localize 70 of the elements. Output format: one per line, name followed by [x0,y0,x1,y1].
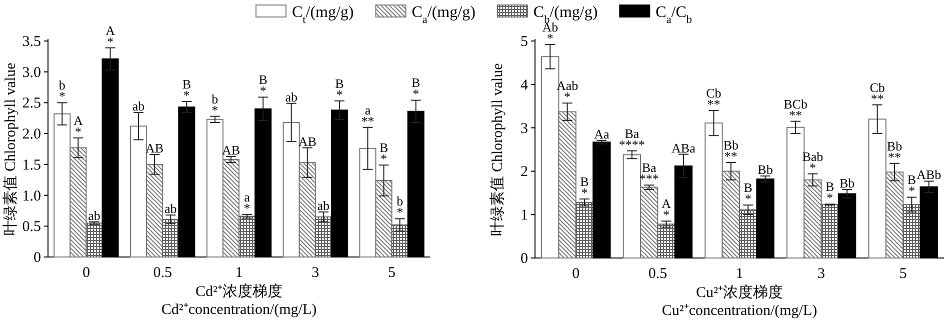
data-label: b * [396,194,404,220]
x-tick-label: 3 [818,266,826,282]
data-label: AB [298,134,317,149]
data-label: B * [907,172,916,198]
data-label: Aab * [556,78,578,104]
data-label: Aa [594,126,610,142]
x-tick-label: 0 [572,266,580,282]
data-label: Bb [839,175,855,190]
legend-label: C$_{a}$/C$_{b}$ [656,4,692,26]
data-label: Ba *** [639,160,659,186]
data-label: Ba **** [618,126,645,152]
y-tick-label: 0.5 [22,219,41,236]
x-tick-label: 5 [388,265,396,281]
y-axis-title: 叶绿素值 Chlorophyll value [489,62,506,236]
y-tick-label: 2.5 [22,96,41,112]
x-tick-label: 5 [899,266,907,282]
data-label: ABb [916,167,942,182]
data-label: B * [412,75,421,102]
data-label: ABa [672,140,696,156]
legend-label: C$_{t}$/(mg/g) [292,4,354,26]
y-tick-label: 1.0 [22,188,41,204]
y-tick-label: 3 [520,120,528,137]
x-tick-label: 3 [312,265,320,281]
data-label: B * [826,179,835,206]
data-label: B * [335,76,344,102]
data-label: ab [132,98,145,114]
data-label: ab [88,208,100,223]
data-label: ab [317,198,330,213]
x-axis-title: Cu²⁺浓度梯度 Cu²⁺concentration/(mg/L) [662,284,818,319]
data-label: b * [212,91,218,118]
y-tick-label: 4 [520,77,528,94]
data-label: B * [379,140,388,166]
data-label: ab [285,89,298,104]
data-label: AB [146,140,164,156]
x-tick-label: 1 [736,266,744,282]
y-tick-label: 2.0 [22,126,41,143]
x-tick-label: 0 [82,265,90,281]
data-label: ab [164,201,177,216]
data-label: Bb ** [886,138,902,164]
x-axis-title: Cd²⁺浓度梯度 Cd²⁺concentration/(mg/L) [161,283,317,318]
data-label: BCb ** [784,96,808,122]
y-tick-label: 3.5 [22,34,41,50]
y-tick-label: 3.0 [22,64,41,81]
data-label: A * [662,196,672,222]
y-tick-label: 1.5 [22,157,41,174]
data-label: b * [58,78,66,104]
data-label: a ** [361,102,374,128]
data-label: Cb ** [870,80,885,106]
data-label: Bab * [802,148,824,175]
data-label: A * [73,112,84,139]
data-label: B * [744,180,753,206]
y-tick-label: 0 [34,250,41,266]
data-label: B * [258,72,268,98]
y-tick-label: 1 [520,208,528,224]
data-label: Bb [758,162,773,177]
legend-label: C$_{a}$/(mg/g) [412,4,476,26]
x-tick-label: 1 [235,265,243,281]
x-tick-label: 0.5 [153,265,172,281]
y-tick-label: 0 [520,251,528,267]
data-label: Cb ** [706,85,722,112]
y-axis-title: 叶绿素值 Chlorophyll value [2,62,19,236]
data-label: A * [106,22,116,49]
y-tick-label: 2 [520,164,528,180]
data-label: B * [182,76,192,102]
data-label: AB [222,142,240,158]
x-tick-label: 0.5 [648,266,668,282]
data-label: a * [244,189,250,216]
data-label: Bb ** [723,138,738,164]
y-tick-label: 5 [520,34,528,50]
data-label: B * [580,174,590,200]
